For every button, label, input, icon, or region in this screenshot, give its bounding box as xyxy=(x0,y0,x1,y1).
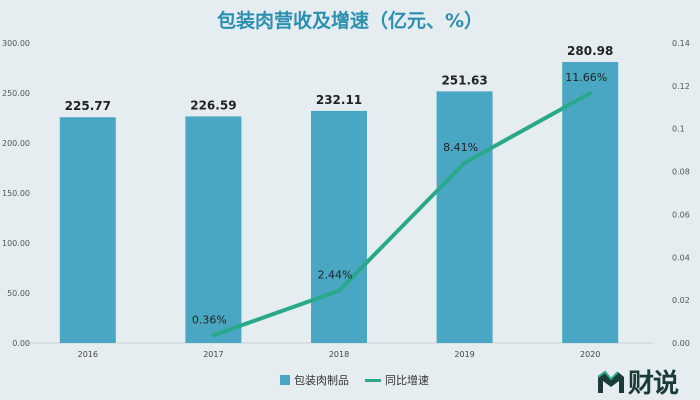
legend-label-bar: 包装肉制品 xyxy=(294,374,349,387)
y-left-tick-label: 0.00 xyxy=(12,339,30,348)
bar xyxy=(562,62,619,344)
y-left-tick-label: 300.00 xyxy=(2,39,30,48)
line-data-label: 11.66% xyxy=(565,71,607,84)
bar xyxy=(436,91,493,344)
legend: 包装肉制品 同比增速 xyxy=(280,372,429,388)
bar xyxy=(311,110,367,343)
line-data-label: 0.36% xyxy=(192,313,227,326)
y-left-tick-label: 250.00 xyxy=(2,89,30,98)
line-point xyxy=(211,333,216,338)
bar-data-label: 226.59 xyxy=(190,98,236,112)
y-right-tick-label: 0.06 xyxy=(672,210,690,219)
y-left-tick-label: 200.00 xyxy=(2,139,30,148)
y-right-tick-label: 0.1 xyxy=(672,125,685,134)
line-data-label: 8.41% xyxy=(443,141,478,154)
y-left-tick-label: 100.00 xyxy=(2,239,30,248)
y-left-tick-label: 50.00 xyxy=(7,289,30,298)
x-tick-label: 2018 xyxy=(329,350,349,359)
y-right-tick-label: 0.12 xyxy=(672,82,690,91)
y-right-tick-label: 0.00 xyxy=(672,339,690,348)
logo-text: 财说 xyxy=(628,369,679,399)
legend-swatch-line xyxy=(365,378,381,382)
y-left-tick-label: 150.00 xyxy=(2,189,30,198)
line-point xyxy=(588,91,593,96)
line-point xyxy=(462,160,467,165)
x-tick-label: 2016 xyxy=(78,350,98,359)
growth-line xyxy=(212,91,592,338)
caishuo-logo: 财说 xyxy=(596,363,679,400)
legend-swatch-bar xyxy=(280,375,290,385)
chart-title: 包装肉营收及增速（亿元、%） xyxy=(216,10,484,32)
y-right-tick-label: 0.04 xyxy=(672,253,690,262)
legend-item-bar[interactable]: 包装肉制品 xyxy=(280,372,349,388)
x-tick-label: 2019 xyxy=(454,350,474,359)
y-right-tick-label: 0.14 xyxy=(672,39,690,48)
bar-data-label: 280.98 xyxy=(567,44,613,58)
bar-data-label: 225.77 xyxy=(65,99,111,113)
logo-icon xyxy=(597,370,624,393)
y-right-tick-label: 0.02 xyxy=(672,296,690,305)
legend-label-line: 同比增速 xyxy=(385,374,429,387)
x-tick-label: 2017 xyxy=(203,350,223,359)
bar xyxy=(59,117,116,343)
line-data-label: 2.44% xyxy=(318,269,353,282)
bar-data-label: 251.63 xyxy=(441,73,487,87)
x-tick-label: 2020 xyxy=(580,350,600,359)
bar xyxy=(185,116,242,343)
line-point xyxy=(337,288,341,293)
legend-item-line[interactable]: 同比增速 xyxy=(365,372,429,388)
bar-data-label: 232.11 xyxy=(316,93,362,107)
y-right-tick-label: 0.08 xyxy=(672,168,690,177)
